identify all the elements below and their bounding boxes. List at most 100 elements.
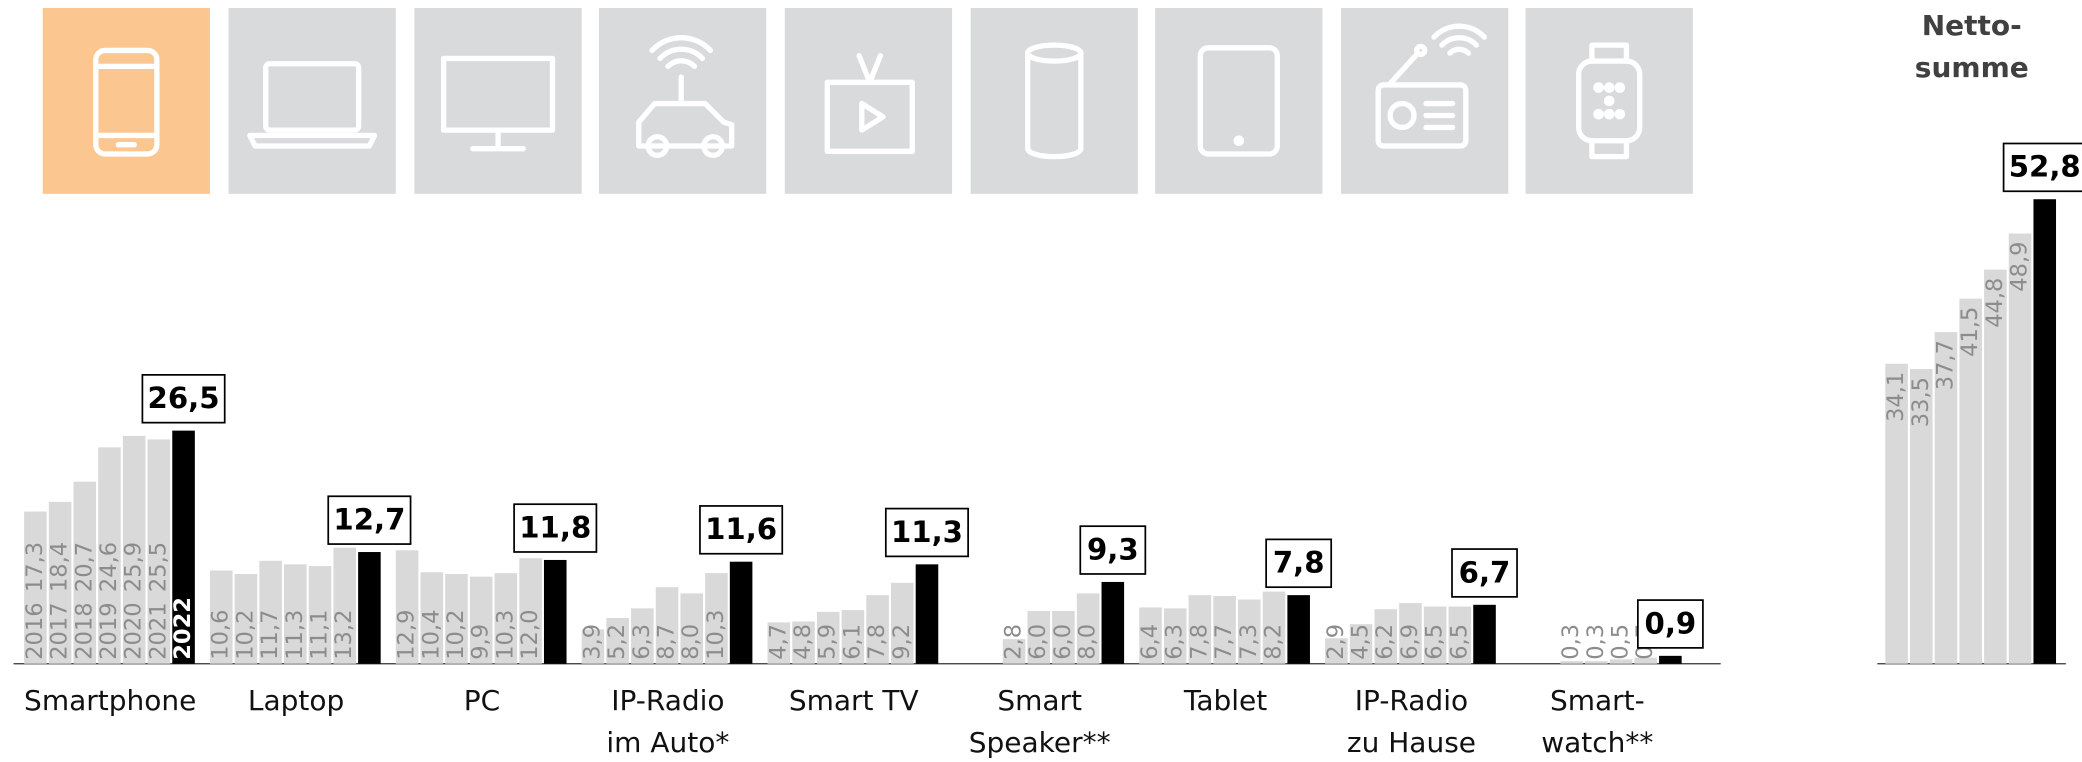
value-label: 11,1	[307, 610, 333, 660]
bar	[1188, 595, 1212, 664]
icon-part	[1375, 82, 1469, 149]
bar	[1560, 661, 1583, 664]
x-tick-label: Smart Speaker**	[968, 683, 1111, 759]
value-label: 25,9	[121, 542, 147, 592]
bar	[1002, 639, 1026, 664]
value-label: 10,2	[232, 610, 258, 660]
value-label: 10,4	[418, 610, 444, 660]
bar	[841, 610, 865, 664]
value-label: 48,9	[2007, 242, 2033, 292]
icon-part	[701, 134, 726, 158]
value-label: 26,5	[148, 381, 220, 415]
icon-part	[1603, 95, 1615, 107]
legend-label: 2017	[47, 602, 73, 659]
icon-box	[784, 7, 953, 194]
icon-part	[867, 53, 884, 85]
value-label: 10,2	[443, 610, 469, 660]
bar	[73, 481, 97, 664]
value-label: 10,6	[208, 610, 234, 660]
value-label: 12,0	[517, 610, 543, 660]
bar	[395, 550, 419, 664]
bar	[1262, 591, 1286, 664]
value-label: 10,3	[703, 610, 729, 660]
bar	[1423, 606, 1447, 664]
value-label: 3,9	[579, 624, 605, 660]
icon-part	[1614, 108, 1626, 120]
icon-part	[856, 53, 873, 85]
bar	[259, 560, 282, 664]
bar	[1448, 606, 1472, 664]
bar	[172, 430, 195, 664]
value-label: 7,3	[1236, 624, 1262, 660]
bar	[445, 574, 468, 664]
value-label: 11,7	[257, 610, 283, 660]
value-label: 34,1	[1883, 372, 1909, 422]
icon-part	[636, 100, 735, 149]
bar	[1885, 363, 1908, 664]
value-label: 17,3	[22, 542, 48, 592]
bar	[122, 435, 146, 664]
value-label: 6,7	[1459, 555, 1511, 589]
bar	[234, 574, 258, 664]
bar	[420, 572, 444, 664]
tablet-icon	[1197, 45, 1280, 157]
icon-part	[1447, 46, 1472, 56]
smartphone-icon	[93, 47, 160, 157]
value-label: 5,9	[815, 624, 841, 660]
bar	[581, 629, 605, 664]
value-label: 12,9	[394, 610, 420, 660]
icon-part	[1589, 42, 1630, 64]
bar	[767, 622, 791, 664]
bar	[816, 611, 840, 664]
bar	[866, 595, 889, 664]
bar	[680, 593, 704, 664]
value-label-box	[2002, 142, 2082, 193]
bar	[519, 558, 542, 664]
x-tick-label: Tablet	[1183, 683, 1268, 717]
bar	[729, 561, 753, 664]
icon-part	[1593, 82, 1604, 93]
icon-box	[414, 7, 582, 194]
icon-box	[1341, 7, 1509, 194]
value-label-box	[513, 503, 598, 553]
value-label: 6,5	[1422, 624, 1448, 660]
value-label: 7,8	[864, 624, 890, 660]
bar	[1984, 269, 2007, 664]
value-label: 33,5	[1908, 377, 1934, 427]
value-label: 10,3	[492, 610, 518, 660]
value-label: 20,7	[71, 542, 97, 592]
pc-icon	[440, 55, 556, 152]
bar	[1101, 581, 1125, 664]
icon-part	[1575, 58, 1643, 144]
value-label: 11,6	[705, 512, 777, 546]
home-radio-icon	[1375, 23, 1488, 149]
value-label: 0,5	[1607, 624, 1633, 660]
icon-part	[1439, 35, 1480, 48]
x-tick-label: Smart- watch**	[1541, 683, 1654, 759]
bar	[1139, 607, 1162, 664]
value-label: 5,2	[604, 624, 630, 660]
icon-part	[649, 35, 714, 54]
bar	[1325, 638, 1348, 664]
value-label: 6,0	[1025, 624, 1051, 660]
legend-label: 2016	[22, 602, 48, 659]
value-label: 2,8	[1001, 624, 1027, 660]
value-label: 25,5	[145, 542, 171, 592]
icon-part	[1603, 82, 1615, 93]
legend-label: 2020	[121, 602, 147, 659]
value-label: 9,3	[1087, 532, 1139, 566]
bar	[1163, 608, 1187, 664]
bar	[1585, 661, 1608, 664]
bar	[543, 559, 567, 664]
value-label: 8,0	[1075, 624, 1101, 660]
icon-part	[1593, 108, 1604, 120]
bar	[1076, 593, 1100, 664]
bar	[890, 582, 914, 664]
bar	[1609, 659, 1633, 664]
value-label: 9,9	[468, 624, 494, 660]
bar	[48, 501, 72, 664]
icon-part	[1414, 43, 1428, 58]
value-label: 6,5	[1446, 624, 1472, 660]
